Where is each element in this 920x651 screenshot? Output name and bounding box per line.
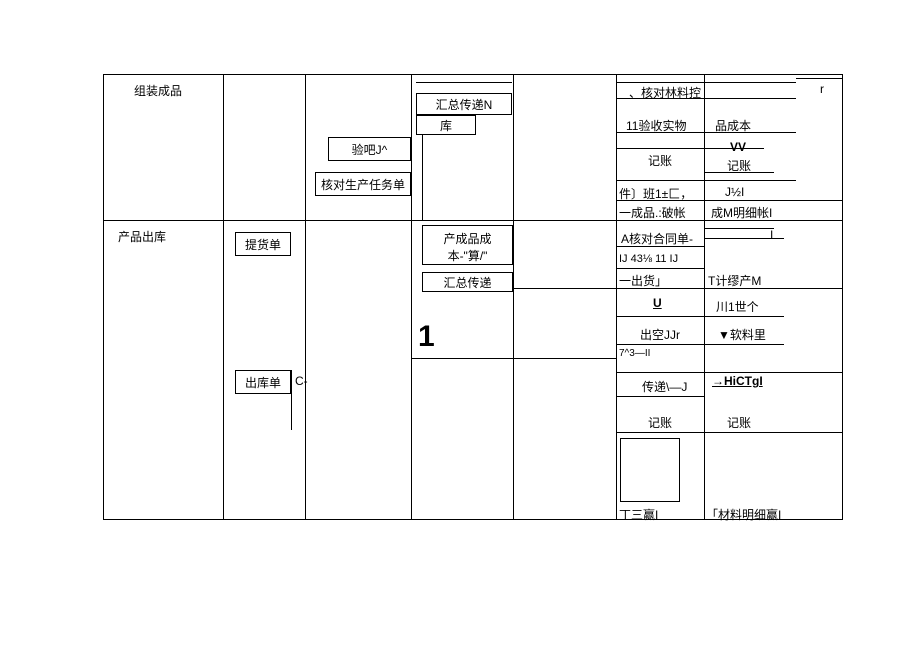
row2-col6-f: 7^3—II <box>619 348 650 359</box>
row2-col6-e: 出空JJr <box>640 326 680 343</box>
row1-col6-e: 一成品.:破帐 <box>619 204 686 221</box>
row2-col7-d: ▼软料里 <box>718 326 766 343</box>
row2-col7-e: →HiCTgI <box>712 374 763 388</box>
row1-col4-b-text: 库 <box>440 117 452 134</box>
row2-title: 产品出库 <box>118 228 166 245</box>
r2c7-l0b <box>704 238 784 239</box>
col-div-4 <box>513 74 514 520</box>
row1-col4-a-text: 汇总传递N <box>436 96 493 113</box>
row2-box-pickup: 提货单 <box>235 232 291 256</box>
r1c7-top <box>796 78 843 79</box>
row2-col4-sum: 汇总传递 <box>422 272 513 292</box>
row2-col4-c-text: 汇总传递 <box>443 274 491 291</box>
r1c4-line1 <box>416 82 512 83</box>
row2-box2-text: 出库单 <box>245 374 281 391</box>
row2-col4-a-text: 产成品成 <box>423 230 512 247</box>
r1c7-l2 <box>704 148 764 149</box>
row1-col7-a: r <box>820 82 824 96</box>
r2c7-l0 <box>704 228 774 229</box>
row1-col7-e: J½I <box>725 185 744 199</box>
row1-col3-check: 验吧J^ <box>328 137 411 161</box>
row2-col7-b: T计缪产M <box>708 272 761 289</box>
row2-col6-d: U <box>653 296 662 310</box>
r2c6-l5 <box>616 344 704 345</box>
row2-col4-b-text: 本-"算/" <box>423 247 512 264</box>
row2-col6-g: 传递\—J <box>642 378 687 395</box>
row2-box2-side: C- <box>295 374 308 388</box>
row1-col6-c: 记账 <box>648 152 672 169</box>
row1-col3-verify: 核对生产任务单 <box>315 172 411 196</box>
r2c6-l3 <box>513 288 843 289</box>
r1c4-vline <box>422 135 423 220</box>
r2c2-vline <box>291 370 292 430</box>
r2c4-l1 <box>411 358 616 359</box>
row1-col3-b-text: 核对生产任务单 <box>321 176 405 193</box>
row2-col7-g: 「材料明细赢I <box>706 506 781 523</box>
col-div-5 <box>616 74 617 520</box>
row1-col6-a: 、核对林料控 <box>629 84 701 101</box>
row1-col7-b: 品成本 <box>715 117 751 134</box>
r1c6-l4 <box>616 180 796 181</box>
col-div-6 <box>704 74 705 520</box>
r2c6-l6 <box>616 372 843 373</box>
row2-col7-c: 川1世个 <box>716 298 759 315</box>
col-div-1 <box>223 74 224 520</box>
row2-box-outbound: 出库单 <box>235 370 291 394</box>
row1-col3-a-text: 验吧J^ <box>352 141 388 158</box>
row2-col4-cost: 产成品成 本-"算/" <box>422 225 513 265</box>
r2c6-l1 <box>616 246 704 247</box>
row2-col6-c: 一出货」 <box>619 272 667 289</box>
row2-col7-a: I <box>770 228 773 242</box>
col-div-3 <box>411 74 412 520</box>
r1c6-top <box>616 82 796 83</box>
r2c6-l4 <box>616 316 704 317</box>
row1-col4-sum: 汇总传递N <box>416 93 512 115</box>
row1-col7-c: VV <box>730 140 746 154</box>
row2-col6-i: 丁三赢I <box>619 506 658 523</box>
row1-title: 组装成品 <box>134 82 182 99</box>
r2c6-l7 <box>616 396 704 397</box>
r2c7-l2 <box>704 344 784 345</box>
row2-col6-b: IJ 43⅛ 11 IJ <box>619 253 678 265</box>
r1c6-l3b <box>616 148 704 149</box>
row1-col4-lib: 库 <box>416 115 476 135</box>
row2-big-1: 1 <box>418 320 435 354</box>
r2c7-l1 <box>704 316 784 317</box>
row2-box1-text: 提货单 <box>245 236 281 253</box>
row2-col6-h: 记账 <box>648 414 672 431</box>
r2c6-l2 <box>616 268 704 269</box>
col-div-2 <box>305 74 306 520</box>
row2-col6-a: A核对合同单- <box>621 230 693 247</box>
r2c6-l8 <box>616 432 843 433</box>
row1-col7-f: 成M明细帐I <box>711 204 772 221</box>
row2-col7-f: 记账 <box>727 414 751 431</box>
r1c7-l3 <box>704 172 774 173</box>
r1c6-l3 <box>616 132 796 133</box>
row2-col6-box <box>620 438 680 502</box>
r1c6-l5 <box>616 200 843 201</box>
